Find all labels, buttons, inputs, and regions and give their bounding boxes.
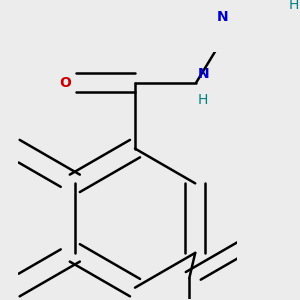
Text: H: H <box>289 0 299 12</box>
Text: N: N <box>198 67 210 81</box>
Text: H: H <box>198 93 208 106</box>
Text: N: N <box>217 10 228 24</box>
Text: O: O <box>59 76 71 89</box>
